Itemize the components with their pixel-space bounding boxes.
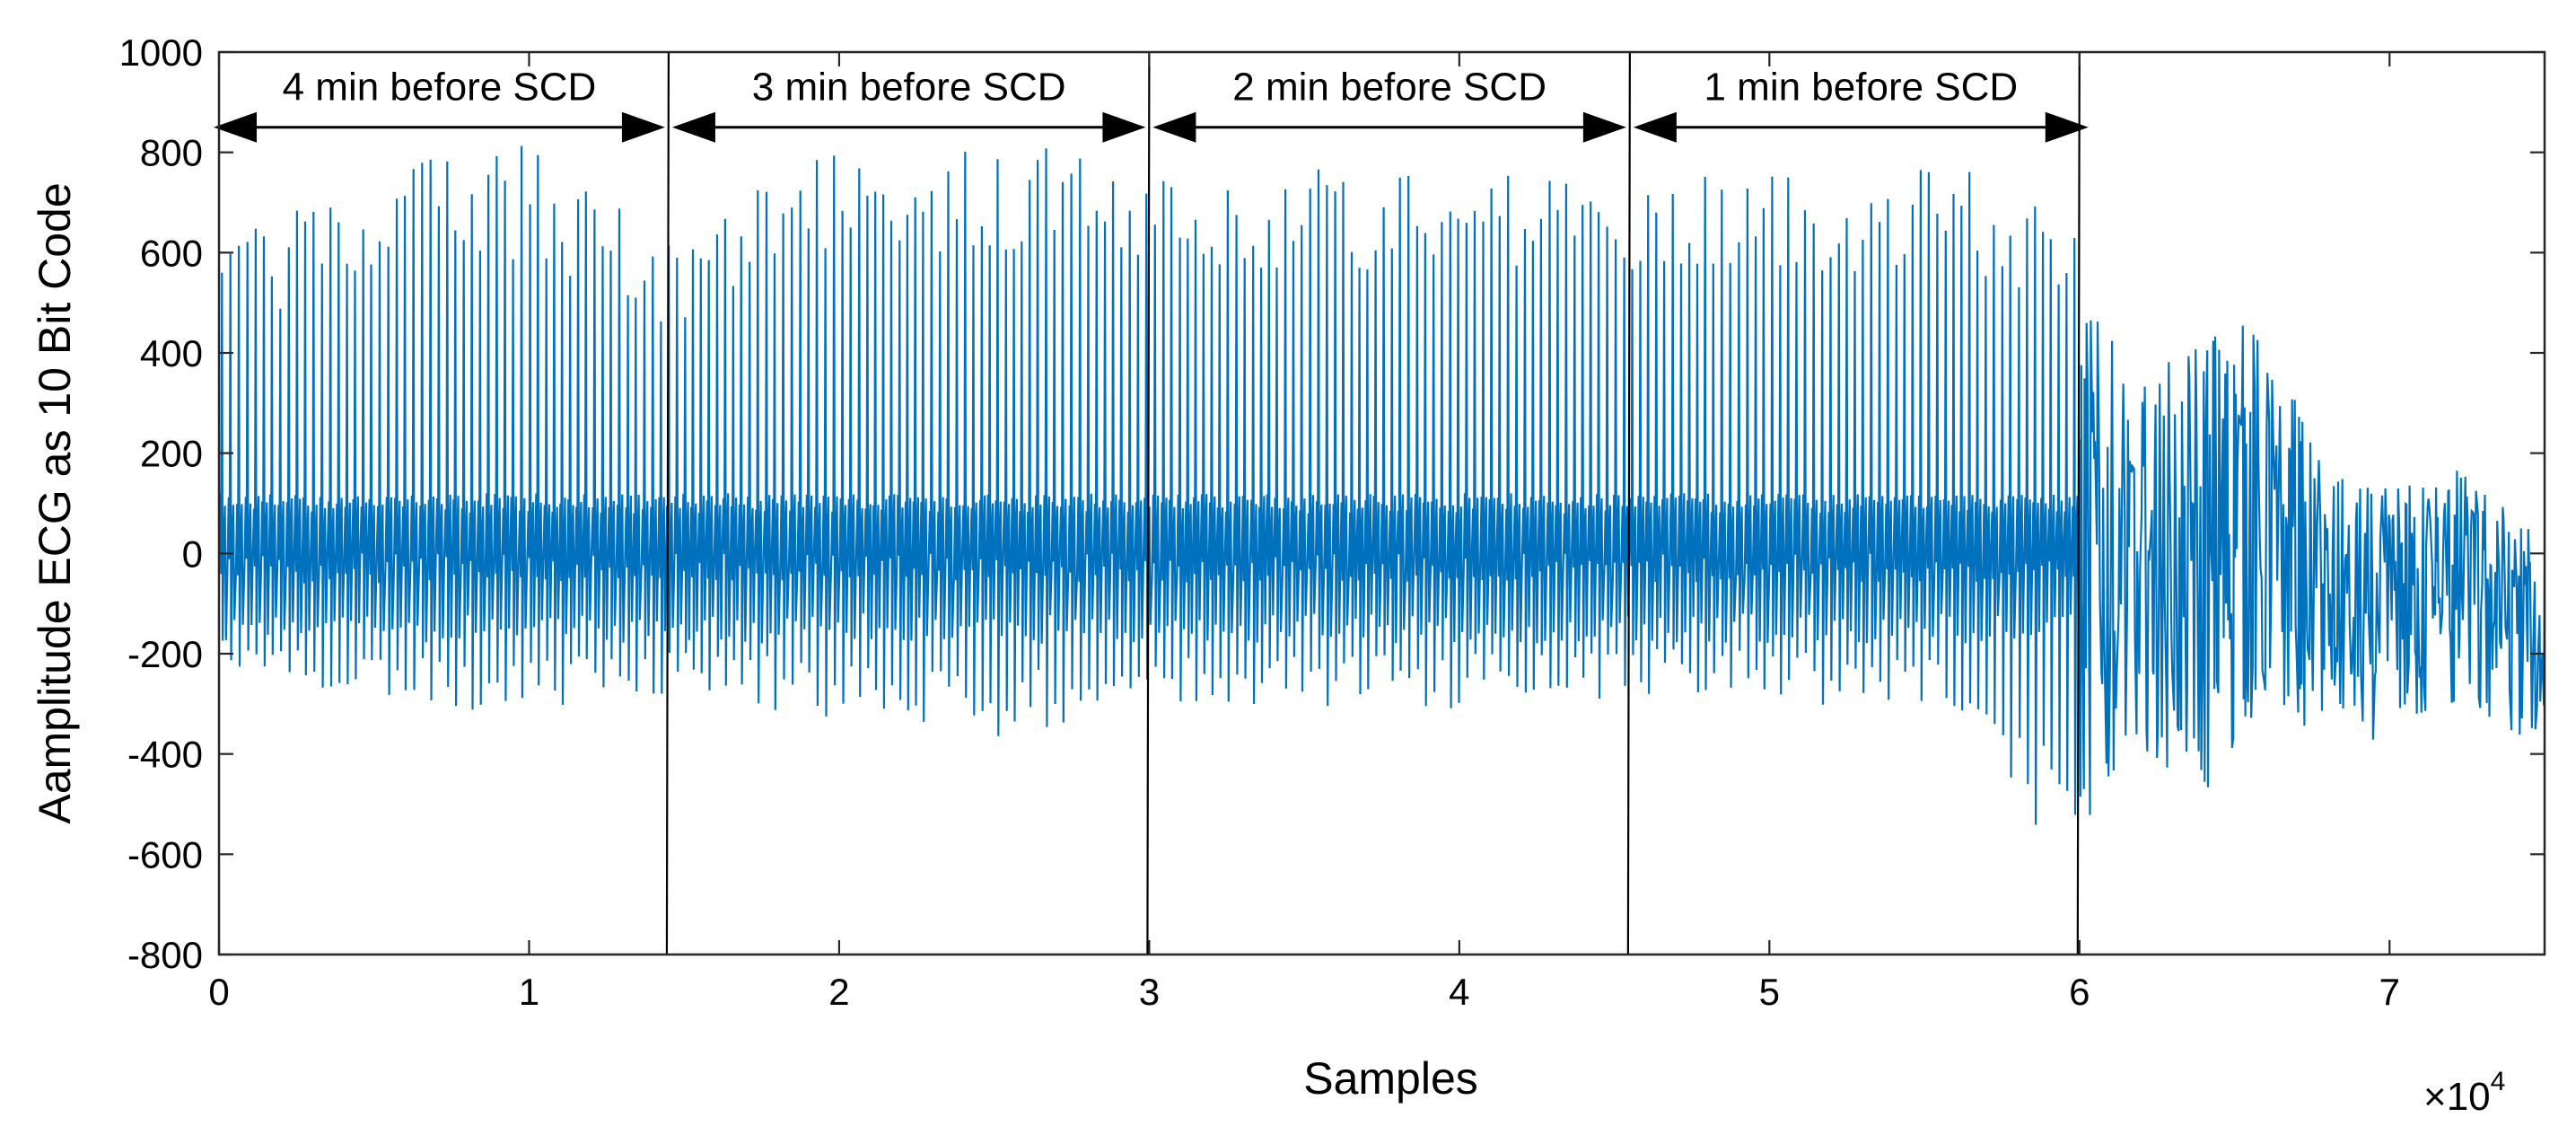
- segment-divider-4: [2076, 51, 2081, 955]
- segment-arrowhead-right-3: [1582, 111, 1626, 143]
- segment-divider-3: [1626, 51, 1631, 955]
- y-tick-label: 400: [140, 332, 203, 374]
- y-tick-label: -200: [127, 633, 203, 675]
- y-tick-label: 0: [182, 532, 203, 575]
- x-axis-label: Samples: [1303, 1053, 1478, 1104]
- segment-divider-1: [665, 51, 670, 955]
- segment-arrowhead-right-4: [2045, 111, 2089, 143]
- plot-frame: [217, 50, 2546, 956]
- y-tick-label: 600: [140, 232, 203, 274]
- x-tick-label: 2: [828, 971, 849, 1013]
- y-tick-label: 200: [140, 433, 203, 475]
- segment-arrowhead-left-1: [214, 111, 257, 143]
- x-axis-multiplier-base: ×10: [2423, 1075, 2491, 1119]
- segment-arrowhead-left-4: [1633, 111, 1677, 143]
- y-tick-label: -800: [127, 934, 203, 976]
- x-tick-label: 7: [2379, 971, 2400, 1013]
- segment-arrowhead-right-1: [621, 111, 665, 143]
- segment-dividers: [665, 51, 2081, 955]
- segment-arrowhead-left-2: [671, 111, 715, 143]
- y-axis-label: Aamplitude ECG as 10 Bit Code: [30, 182, 80, 823]
- segment-arrowhead-right-2: [1102, 111, 1146, 143]
- ecg-series-line: [219, 145, 2545, 825]
- segment-label-1: 4 min before SCD: [283, 65, 597, 109]
- x-tick-label: 5: [1759, 971, 1780, 1013]
- y-tick-label: -600: [127, 833, 203, 875]
- segment-label-3: 2 min before SCD: [1232, 65, 1546, 109]
- y-tick-label: 800: [140, 132, 203, 174]
- y-tick-label: -400: [127, 734, 203, 776]
- y-axis-ticks: -800 -600 -400 -200 0 200 400 600 800 1000: [119, 31, 2545, 976]
- y-tick-label: 1000: [119, 31, 203, 74]
- segment-label-4: 1 min before SCD: [1704, 65, 2018, 109]
- x-tick-label: 4: [1449, 971, 1469, 1013]
- x-axis-ticks: 0 1 2 3 4 5 6 7: [208, 52, 2400, 1013]
- segment-annotations: 4 min before SCD 3 min before SCD 2 min be…: [214, 65, 2089, 143]
- x-axis-multiplier: ×104: [2423, 1067, 2505, 1119]
- segment-divider-2: [1146, 51, 1151, 955]
- x-tick-label: 6: [2069, 971, 2090, 1013]
- segment-label-2: 3 min before SCD: [752, 65, 1066, 109]
- x-tick-label: 3: [1139, 971, 1160, 1013]
- x-axis-multiplier-exponent: 4: [2491, 1067, 2506, 1096]
- x-tick-label: 0: [208, 971, 229, 1013]
- segment-arrowhead-left-3: [1152, 111, 1196, 143]
- x-tick-label: 1: [519, 971, 539, 1013]
- ecg-signal: [219, 145, 2545, 825]
